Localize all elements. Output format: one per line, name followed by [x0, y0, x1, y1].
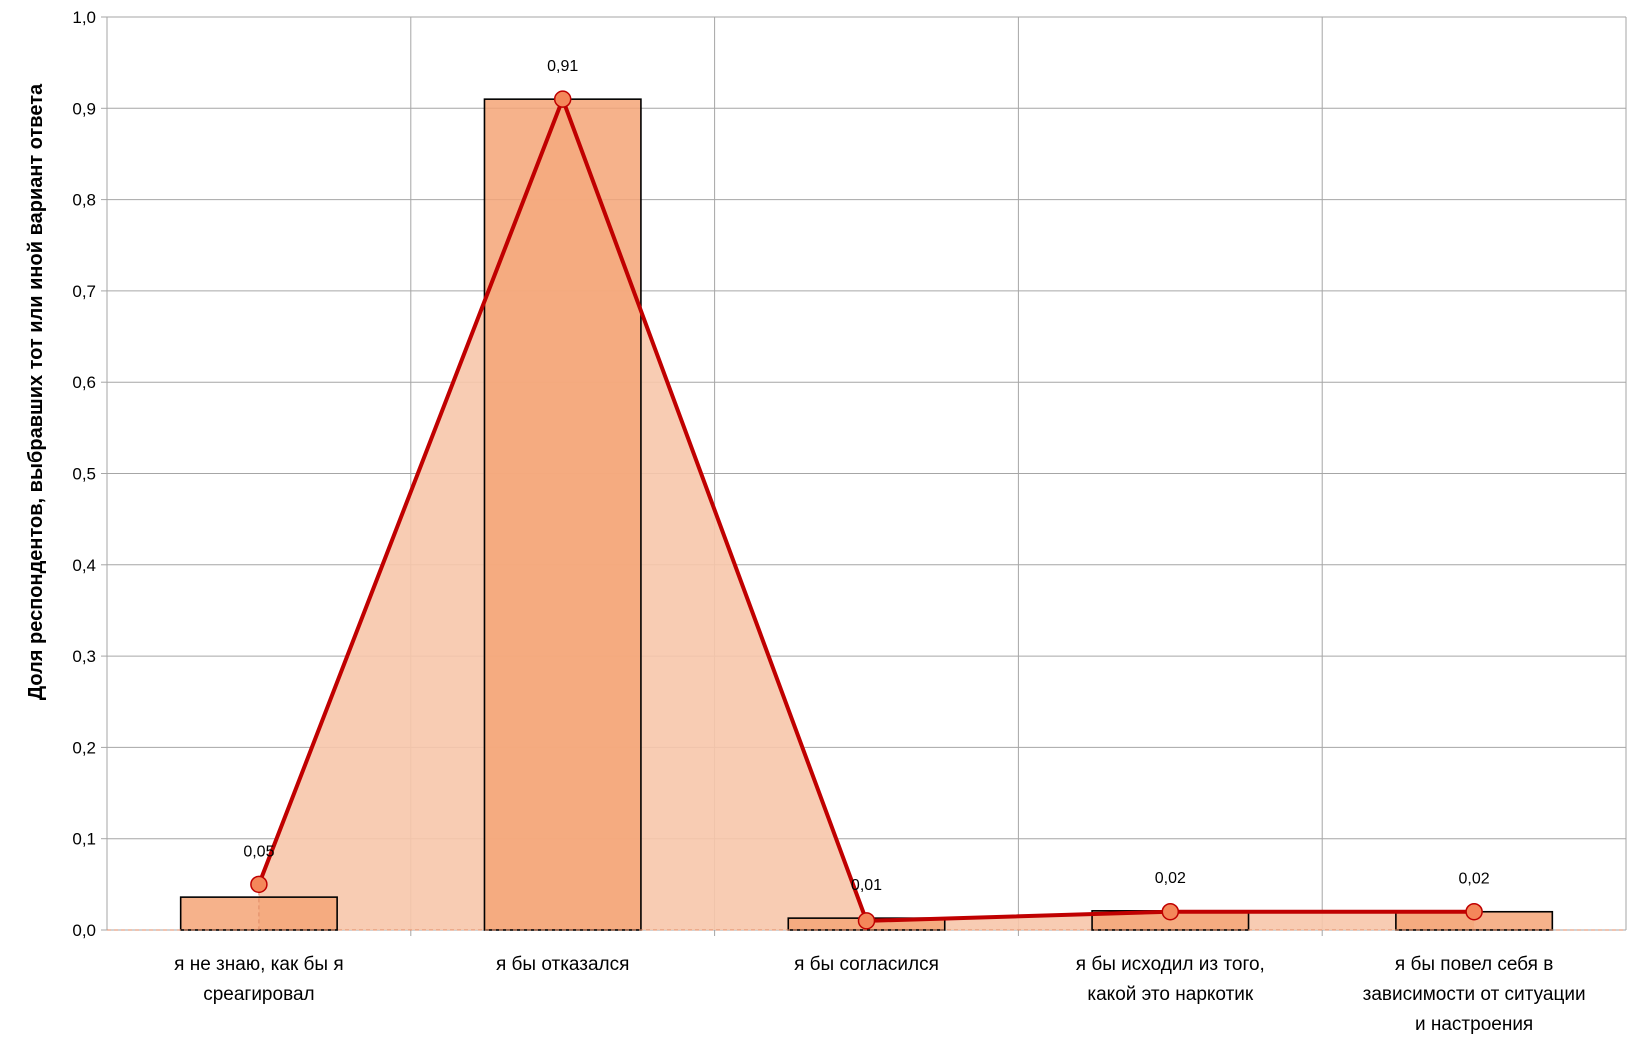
- y-tick-label: 0,2: [72, 738, 96, 757]
- category-label: я бы исходил из того, какой это наркотик: [1076, 954, 1265, 1005]
- category-label-line: среагировал: [203, 984, 314, 1005]
- line-marker: [1161, 902, 1180, 921]
- data-label: 0,02: [1459, 871, 1490, 888]
- category-labels: я не знаю, как бы я среагировал я бы отказ…: [174, 954, 1585, 1035]
- y-tick-label: 0,5: [72, 465, 96, 484]
- category-label: я бы повел себя в зависимости от ситуации…: [1363, 954, 1586, 1035]
- data-label: 0,01: [851, 877, 882, 894]
- y-tick-label: 0,6: [72, 373, 96, 392]
- category-label-line: и настроения: [1415, 1014, 1533, 1035]
- data-label: 0,91: [547, 58, 578, 75]
- category-label-line: зависимости от ситуации: [1363, 984, 1586, 1005]
- y-tick-label: 0,0: [72, 921, 96, 940]
- category-label-line: я не знаю, как бы я: [174, 954, 343, 975]
- category-label-line: я бы повел себя в: [1395, 954, 1553, 975]
- y-tick-label: 1,0: [72, 8, 96, 27]
- category-label: я бы отказался: [496, 954, 629, 975]
- grid-lines: [101, 16, 1627, 936]
- area-layer: [258, 99, 1475, 931]
- data-label: 0,05: [243, 843, 274, 860]
- category-label-line: я бы согласился: [794, 954, 939, 975]
- line-marker: [857, 912, 876, 930]
- line-marker: [250, 875, 268, 894]
- line-marker: [553, 90, 572, 108]
- data-labels: 0,05 0,91 0,01 0,02 0,02: [243, 58, 1489, 894]
- line-layer: [250, 90, 1483, 930]
- category-label: я не знаю, как бы я среагировал: [174, 954, 343, 1005]
- category-label-line: какой это наркотик: [1087, 984, 1254, 1005]
- y-tick-label: 0,4: [72, 556, 96, 575]
- y-axis-label: Доля респондентов, выбравших тот или ино…: [25, 83, 47, 700]
- y-tick-label: 0,1: [72, 830, 96, 849]
- y-tick-label: 0,9: [72, 99, 96, 118]
- line-marker: [1465, 902, 1483, 921]
- data-label: 0,02: [1155, 870, 1186, 887]
- category-label-line: я бы отказался: [496, 954, 629, 975]
- bar: [483, 98, 642, 931]
- y-tick-label: 0,8: [72, 191, 96, 210]
- category-label: я бы согласился: [794, 954, 939, 975]
- y-tick-label: 0,3: [72, 647, 96, 666]
- area-fill: [258, 99, 1475, 931]
- y-tick-label: 0,7: [72, 282, 96, 301]
- category-label-line: я бы исходил из того,: [1076, 954, 1265, 975]
- y-tick-labels: 0,0 0,1 0,2 0,3 0,4 0,5 0,6 0,7 0,8 0,9 1,0: [72, 8, 96, 940]
